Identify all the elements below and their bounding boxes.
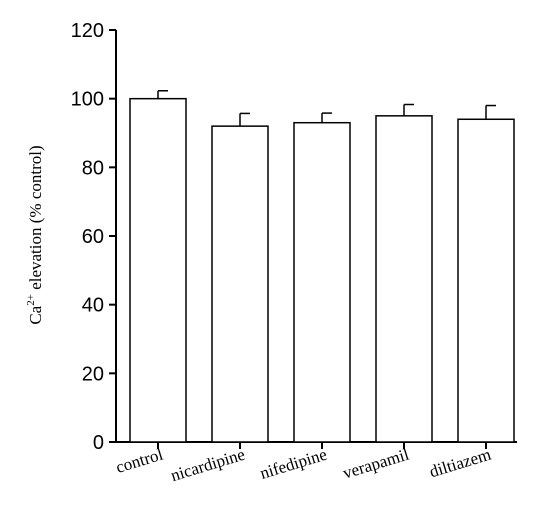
x-tick-label: control bbox=[114, 445, 166, 477]
y-axis-title-superscript: 2+ bbox=[25, 294, 37, 306]
bar-nicardipine bbox=[211, 125, 269, 443]
y-tick-label: 80 bbox=[82, 157, 104, 179]
y-axis-title-rest: elevation (% control) bbox=[26, 145, 45, 294]
y-axis: 0 20 40 60 80 100 120 bbox=[71, 20, 117, 454]
y-tick-label: 100 bbox=[71, 89, 104, 111]
y-tick-label: 40 bbox=[82, 295, 104, 317]
y-tick-label: 60 bbox=[82, 226, 104, 248]
x-tick-label: nicardipine bbox=[168, 445, 247, 486]
category-labels: control nicardipine nifedipine verapamil dil… bbox=[114, 445, 494, 486]
bar-control bbox=[129, 97, 187, 443]
x-tick-label: verapamil bbox=[341, 445, 412, 483]
bar-nifedipine bbox=[293, 121, 351, 443]
bar-diltiazem bbox=[457, 118, 515, 443]
bar-verapamil bbox=[375, 115, 433, 443]
x-tick-label: diltiazem bbox=[427, 445, 493, 482]
y-tick-label: 120 bbox=[71, 20, 104, 42]
y-axis-title: Ca2+ elevation (% control) bbox=[25, 145, 45, 324]
y-tick-label: 0 bbox=[93, 432, 104, 454]
bars bbox=[129, 90, 515, 443]
y-tick-label: 20 bbox=[82, 363, 104, 385]
x-tick-label: nifedipine bbox=[258, 445, 329, 483]
y-axis-title-base: Ca bbox=[26, 305, 45, 324]
